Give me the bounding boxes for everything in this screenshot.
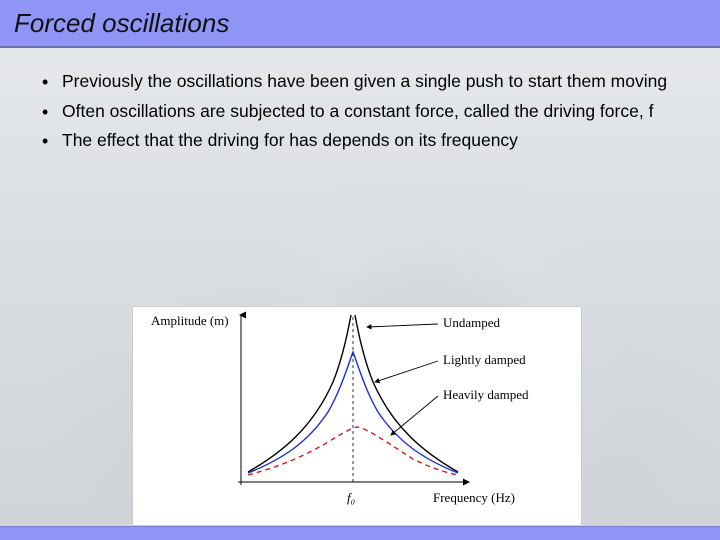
chart-svg: Undamped Lightly damped Heavily damped A… bbox=[133, 307, 583, 527]
content-area: Previously the oscillations have been gi… bbox=[0, 48, 720, 153]
label-arrow-undamped bbox=[367, 324, 438, 327]
label-arrow-light bbox=[375, 361, 438, 382]
footer-bar bbox=[0, 526, 720, 540]
y-axis-label: Amplitude (m) bbox=[151, 313, 229, 328]
resonance-freq-label: f₀ bbox=[347, 490, 355, 505]
curve-undamped bbox=[248, 315, 458, 472]
list-item: Often oscillations are subjected to a co… bbox=[36, 100, 684, 124]
label-heavy: Heavily damped bbox=[443, 387, 529, 402]
list-item: The effect that the driving for has depe… bbox=[36, 129, 684, 153]
curve-lightly-damped bbox=[248, 352, 458, 473]
title-bar: Forced oscillations bbox=[0, 0, 720, 48]
resonance-chart: Undamped Lightly damped Heavily damped A… bbox=[132, 306, 582, 526]
label-undamped: Undamped bbox=[443, 315, 501, 330]
x-axis-label: Frequency (Hz) bbox=[433, 490, 515, 505]
page-title: Forced oscillations bbox=[14, 8, 229, 39]
label-arrow-heavy bbox=[391, 396, 438, 435]
bullet-list: Previously the oscillations have been gi… bbox=[36, 70, 684, 153]
list-item: Previously the oscillations have been gi… bbox=[36, 70, 684, 94]
label-light: Lightly damped bbox=[443, 352, 526, 367]
